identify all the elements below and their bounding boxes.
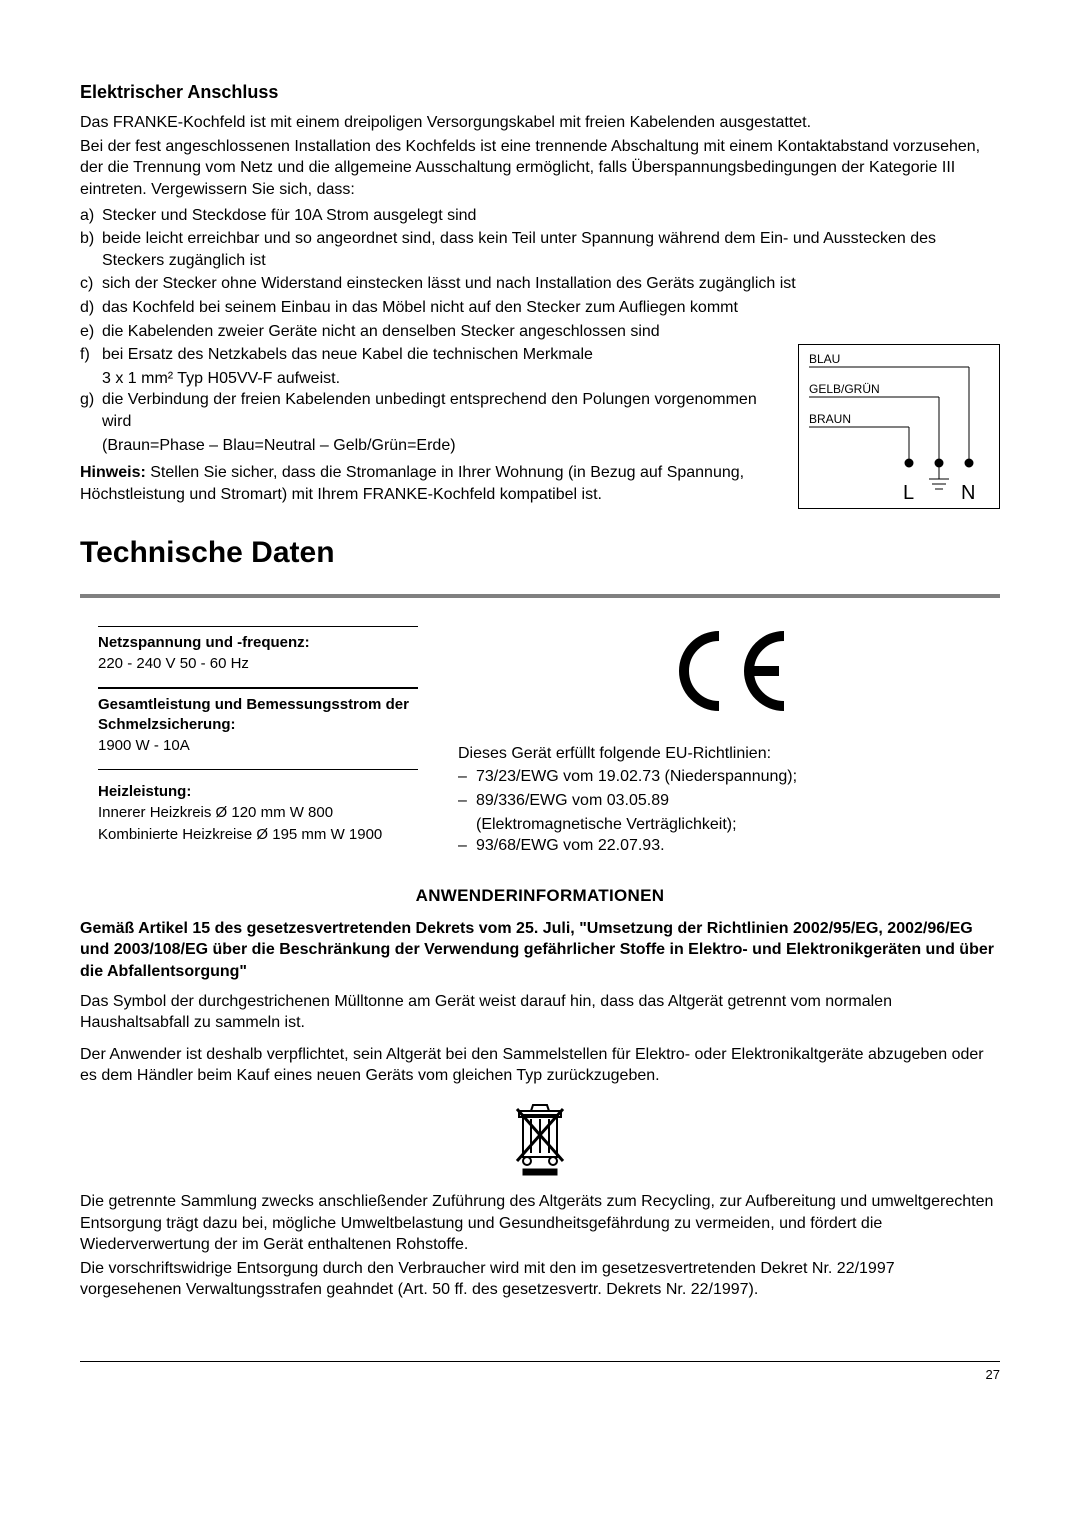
electrical-intro-2: Bei der fest angeschlossenen Installatio…: [80, 136, 1000, 201]
spec-label: Gesamtleistung und Bemessungsstrom der S…: [98, 695, 418, 736]
list-marker: –: [458, 766, 476, 788]
list-marker: e): [80, 321, 102, 343]
page-footer: 27: [80, 1361, 1000, 1384]
list-item: e) die Kabelenden zweier Geräte nicht an…: [80, 321, 1000, 343]
spec-block: Netzspannung und -frequenz: 220 - 240 V …: [98, 626, 418, 688]
list-item: g) die Verbindung der freien Kabelenden …: [80, 389, 790, 432]
list-text: die Kabelenden zweier Geräte nicht an de…: [102, 321, 660, 343]
list-item: f) bei Ersatz des Netzkabels das neue Ka…: [80, 344, 790, 366]
spec-label: Heizleistung:: [98, 782, 418, 802]
list-text: die Verbindung der freien Kabelenden unb…: [102, 389, 790, 432]
terminal-l: L: [903, 480, 914, 507]
list-text: Stecker und Steckdose für 10A Strom ausg…: [102, 205, 476, 227]
ce-mark-icon: [458, 626, 1000, 725]
spec-block: Gesamtleistung und Bemessungsstrom der S…: [98, 688, 418, 770]
wire-label-braun: BRAUN: [809, 411, 851, 427]
list-sub: (Elektromagnetische Verträglichkeit);: [476, 814, 1000, 836]
eu-list: – 73/23/EWG vom 19.02.73 (Niederspannung…: [458, 766, 1000, 856]
spec-value: Innerer Heizkreis Ø 120 mm W 800: [98, 804, 333, 821]
list-marker: f): [80, 344, 102, 366]
list-marker: –: [458, 790, 476, 812]
userinfo-p3: Die getrennte Sammlung zwecks anschließe…: [80, 1191, 1000, 1256]
note-text: Stellen Sie sicher, dass die Stromanlage…: [80, 464, 744, 503]
weee-bin-icon: [509, 1101, 571, 1177]
note-label: Hinweis:: [80, 464, 146, 481]
userinfo-lawtext: Gemäß Artikel 15 des gesetzesvertretende…: [80, 918, 1000, 983]
list-item: – 73/23/EWG vom 19.02.73 (Niederspannung…: [458, 766, 1000, 788]
tech-title: Technische Daten: [80, 533, 1000, 574]
list-marker: b): [80, 228, 102, 271]
list-marker: d): [80, 297, 102, 319]
tech-columns: Netzspannung und -frequenz: 220 - 240 V …: [80, 626, 1000, 859]
ce-svg: [664, 626, 794, 716]
list-text: 73/23/EWG vom 19.02.73 (Niederspannung);: [476, 766, 797, 788]
spec-label: Netzspannung und -frequenz:: [98, 633, 418, 653]
list-marker: a): [80, 205, 102, 227]
electrical-intro-1: Das FRANKE-Kochfeld ist mit einem dreipo…: [80, 112, 1000, 134]
list-marker: c): [80, 273, 102, 295]
list-item: – 89/336/EWG vom 03.05.89: [458, 790, 1000, 812]
list-item: – 93/68/EWG vom 22.07.93.: [458, 835, 1000, 857]
page-number: 27: [986, 1367, 1000, 1382]
list-marker: g): [80, 389, 102, 432]
list-sub: (Braun=Phase – Blau=Neutral – Gelb/Grün=…: [102, 435, 790, 457]
spec-block: Heizleistung: Innerer Heizkreis Ø 120 mm…: [98, 770, 418, 857]
userinfo-p4: Die vorschriftswidrige Entsorgung durch …: [80, 1258, 1000, 1301]
spec-value: 1900 W - 10A: [98, 737, 190, 754]
list-item: b) beide leicht erreichbar und so angeor…: [80, 228, 1000, 271]
list-text: 93/68/EWG vom 22.07.93.: [476, 835, 665, 857]
userinfo-heading: ANWENDERINFORMATIONEN: [80, 885, 1000, 908]
list-item: d) das Kochfeld bei seinem Einbau in das…: [80, 297, 1000, 319]
title-underline: [80, 594, 1000, 598]
terminal-n: N: [961, 480, 975, 507]
list-text: beide leicht erreichbar und so angeordne…: [102, 228, 1000, 271]
list-text: sich der Stecker ohne Widerstand einstec…: [102, 273, 796, 295]
section-electrical: Elektrischer Anschluss Das FRANKE-Kochfe…: [80, 80, 1000, 505]
wiring-diagram: BLAU GELB/GRÜN BRAUN L N: [798, 344, 1000, 509]
list-sub: 3 x 1 mm² Typ H05VV-F aufweist.: [102, 368, 790, 390]
eu-intro: Dieses Gerät erfüllt folgende EU-Richtli…: [458, 743, 1000, 765]
userinfo-p2: Der Anwender ist deshalb verpflichtet, s…: [80, 1044, 1000, 1087]
list-text: das Kochfeld bei seinem Einbau in das Mö…: [102, 297, 738, 319]
userinfo-p1: Das Symbol der durchgestrichenen Müllton…: [80, 991, 1000, 1034]
tech-left-column: Netzspannung und -frequenz: 220 - 240 V …: [98, 626, 418, 857]
list-item: a) Stecker und Steckdose für 10A Strom a…: [80, 205, 1000, 227]
list-marker: –: [458, 835, 476, 857]
spec-value: Kombinierte Heizkreise Ø 195 mm W 1900: [98, 826, 382, 843]
tech-right-column: Dieses Gerät erfüllt folgende EU-Richtli…: [458, 626, 1000, 859]
electrical-list: a) Stecker und Steckdose für 10A Strom a…: [80, 205, 1000, 506]
electrical-heading: Elektrischer Anschluss: [80, 80, 1000, 104]
spec-value: 220 - 240 V 50 - 60 Hz: [98, 655, 249, 672]
list-text: 89/336/EWG vom 03.05.89: [476, 790, 669, 812]
wire-label-blau: BLAU: [809, 351, 840, 367]
wire-label-gelbgruen: GELB/GRÜN: [809, 381, 880, 397]
list-text: bei Ersatz des Netzkabels das neue Kabel…: [102, 344, 593, 366]
list-item: c) sich der Stecker ohne Widerstand eins…: [80, 273, 1000, 295]
electrical-note: Hinweis: Stellen Sie sicher, dass die St…: [80, 462, 790, 505]
wrap-with-diagram: BLAU GELB/GRÜN BRAUN L N f) bei Ersatz d…: [80, 344, 1000, 505]
